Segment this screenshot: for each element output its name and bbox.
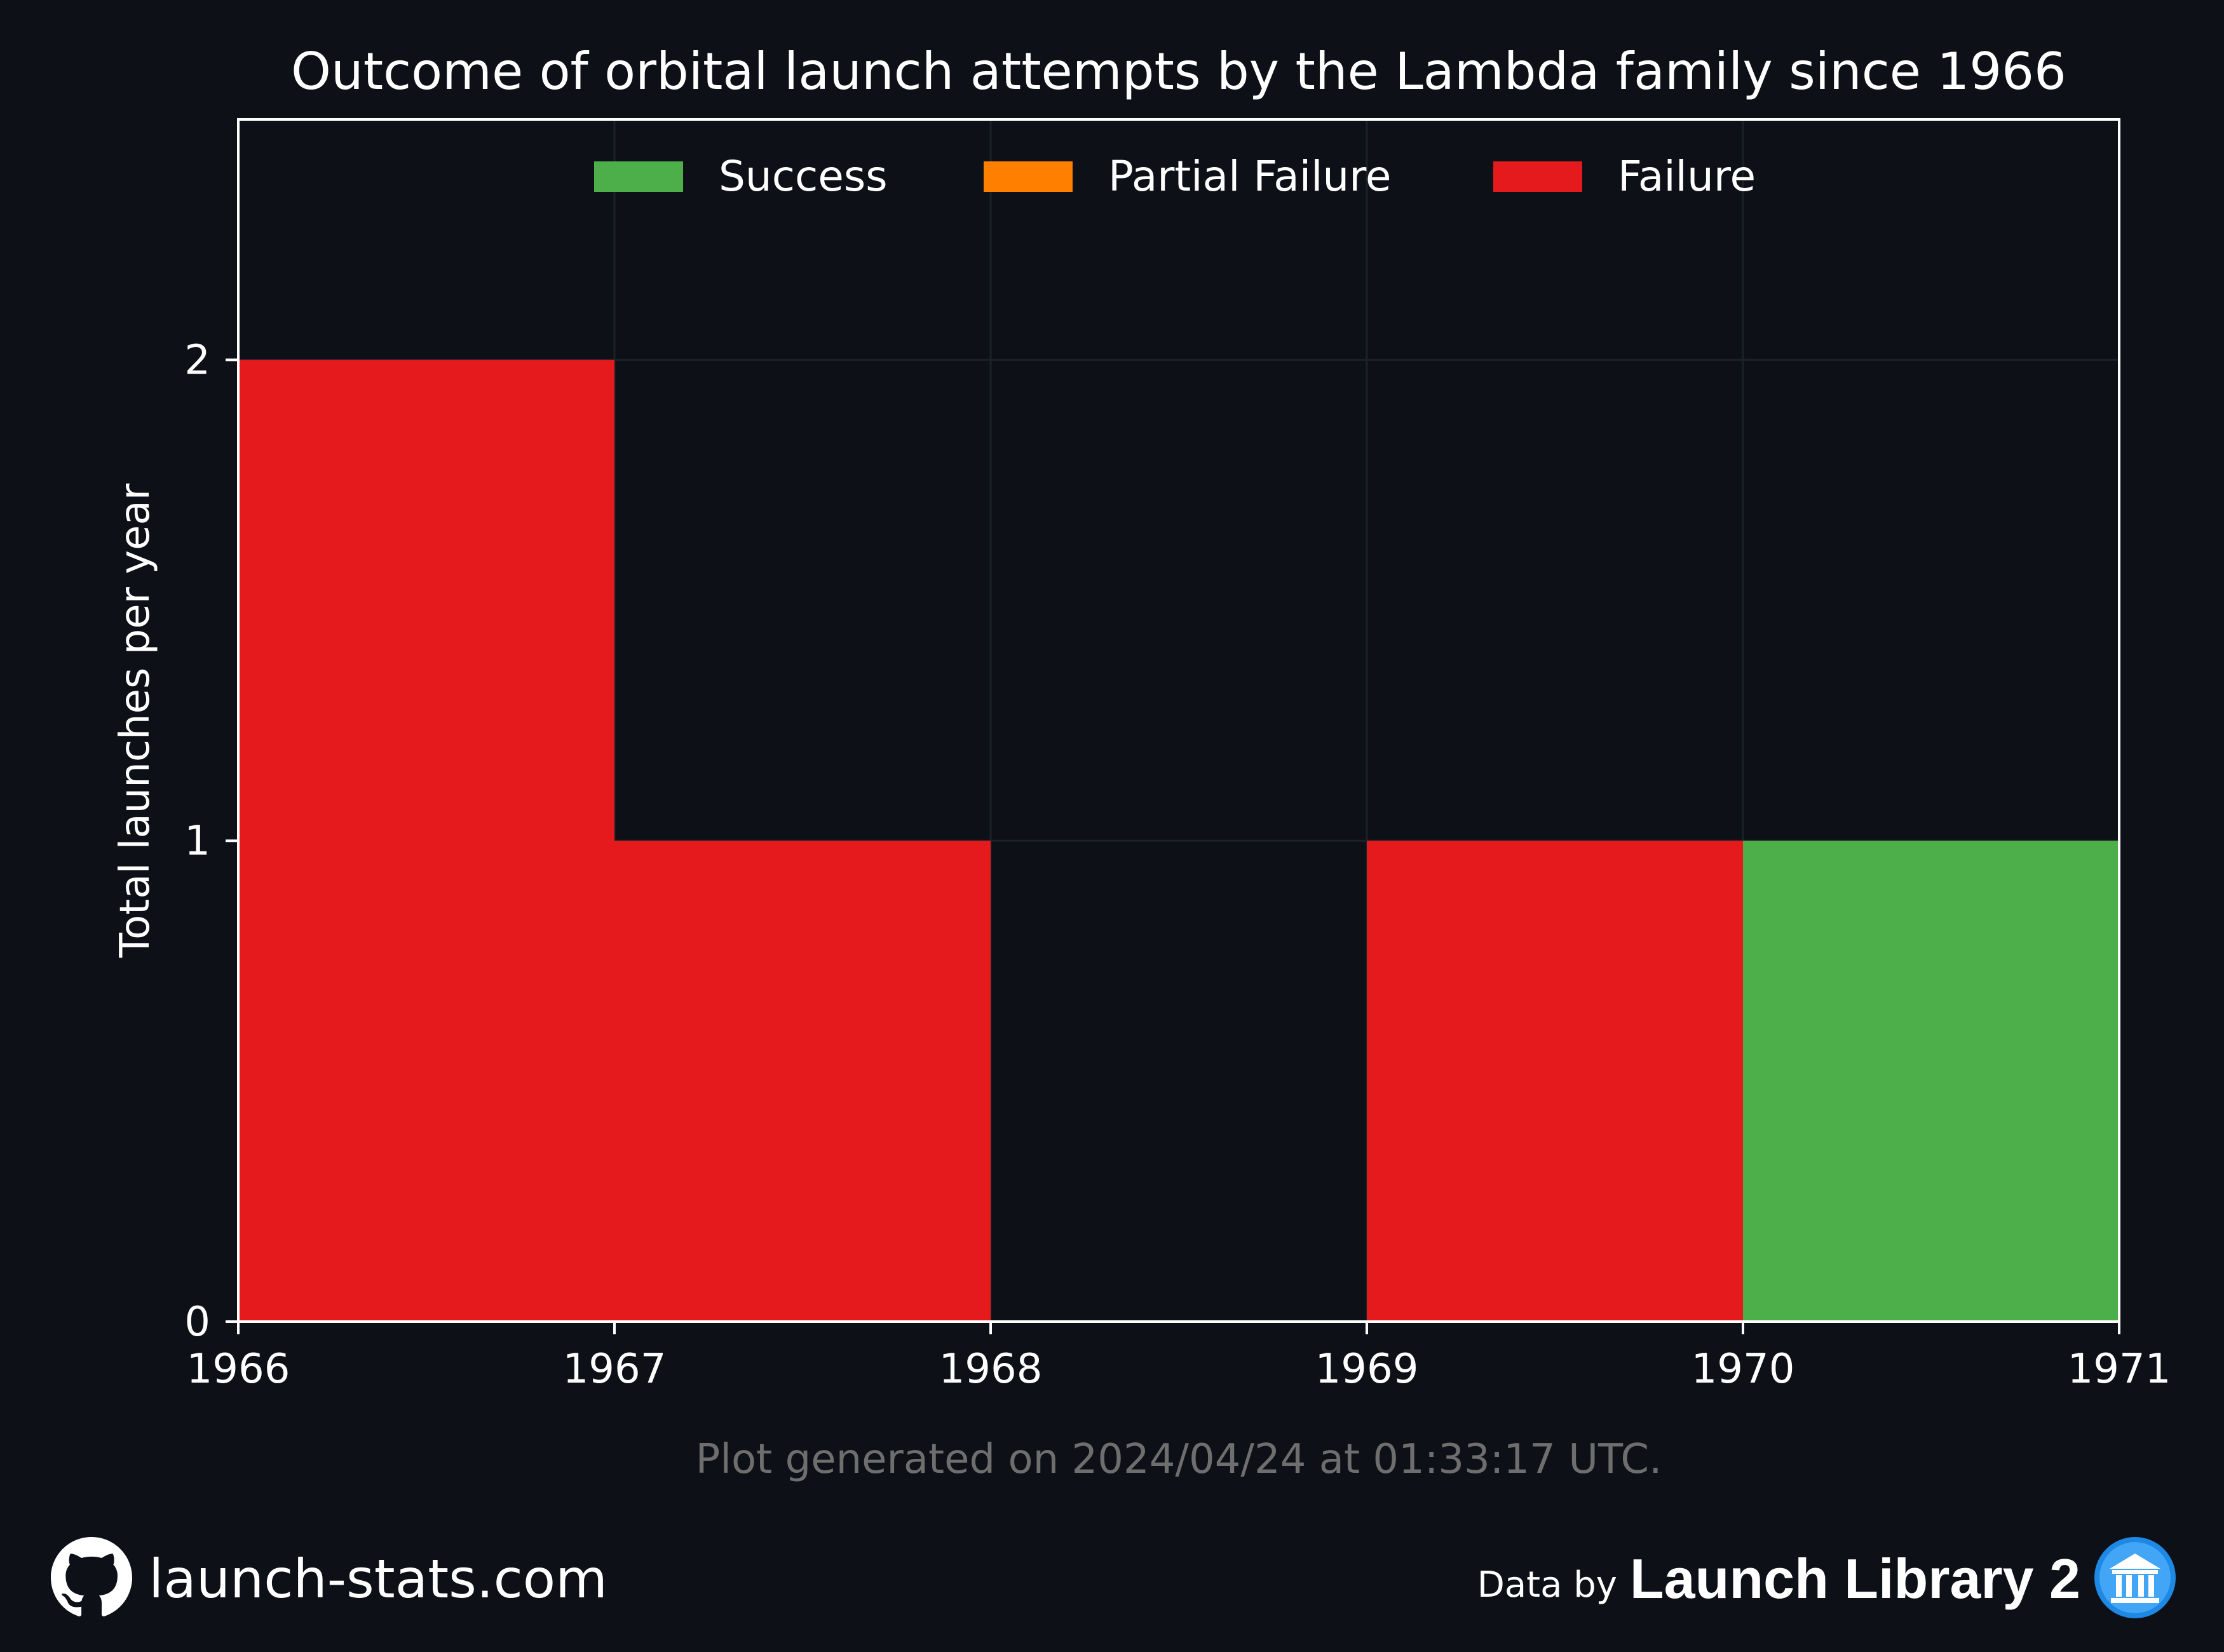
site-link[interactable]: launch-stats.com (149, 1548, 607, 1610)
y-tick-label: 1 (184, 818, 210, 865)
launch-library-logo-icon (2093, 1536, 2177, 1622)
footer-attribution: Data by Launch Library 2 (1477, 1531, 2177, 1627)
x-tick-label: 1970 (1692, 1346, 1795, 1393)
github-icon (51, 1537, 132, 1621)
bar-success-1970 (1743, 841, 2119, 1322)
bar-failure-1967 (614, 841, 991, 1322)
x-axis: 1966 1967 1968 1969 1970 1971 (187, 1322, 2171, 1393)
y-axis: 0 1 2 (184, 337, 238, 1346)
plot-frame (237, 118, 2120, 1323)
x-tick-label: 1968 (939, 1346, 1043, 1393)
launch-library-link[interactable]: Launch Library 2 (1629, 1547, 2080, 1610)
y-tick-label: 0 (184, 1299, 210, 1346)
bar-failure-1969 (1367, 841, 1743, 1322)
legend-swatch (1493, 161, 1582, 192)
bars (238, 360, 2119, 1322)
y-axis-label: Total launches per year (112, 483, 159, 958)
chart-title: Outcome of orbital launch attempts by th… (291, 42, 2066, 101)
legend-label: Failure (1618, 152, 1756, 201)
legend-label: Success (719, 152, 888, 201)
x-tick-label: 1967 (563, 1346, 667, 1393)
y-tick-label: 2 (184, 337, 210, 384)
footnote: Plot generated on 2024/04/24 at 01:33:17… (696, 1436, 1662, 1483)
legend-swatch (984, 161, 1073, 192)
x-tick-label: 1971 (2068, 1346, 2171, 1393)
legend: Success Partial Failure Failure (594, 152, 1756, 201)
legend-label: Partial Failure (1108, 152, 1392, 201)
x-tick-label: 1969 (1315, 1346, 1419, 1393)
legend-swatch (594, 161, 683, 192)
footer-site[interactable]: launch-stats.com (51, 1531, 607, 1627)
data-by-label: Data by (1477, 1564, 1617, 1606)
bar-failure-1966 (238, 360, 614, 1322)
x-tick-label: 1966 (187, 1346, 290, 1393)
